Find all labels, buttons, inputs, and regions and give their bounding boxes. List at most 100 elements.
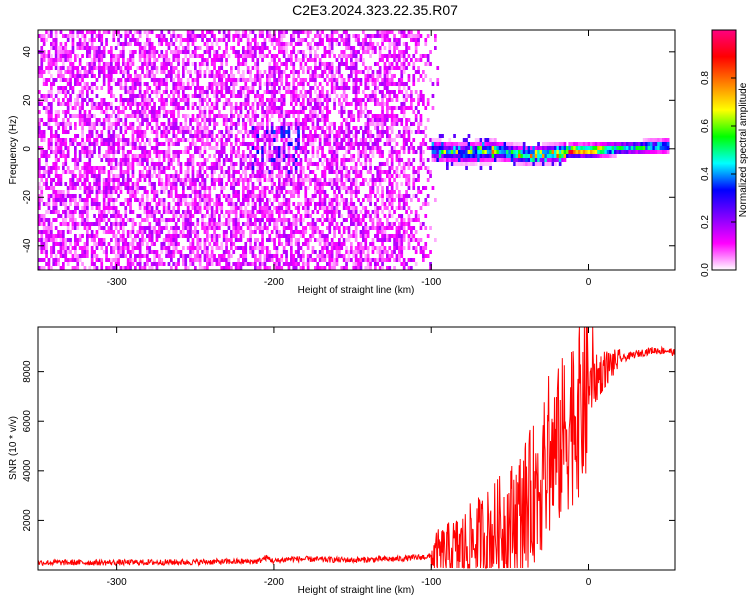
heatmap-cell — [222, 122, 226, 126]
heatmap-cell — [117, 230, 120, 234]
heatmap-cell — [285, 234, 288, 238]
heatmap-cell — [350, 130, 353, 134]
heatmap-cell — [342, 38, 346, 42]
heatmap-cell — [239, 162, 243, 166]
heatmap-cell — [100, 190, 104, 194]
heatmap-cell — [126, 266, 130, 270]
heatmap-cell — [124, 130, 128, 134]
heatmap-cell — [74, 218, 77, 222]
heatmap-cell — [165, 174, 168, 178]
heatmap-cell — [234, 78, 238, 82]
heatmap-cell — [258, 146, 262, 150]
heatmap-cell — [254, 66, 257, 70]
heatmap-cell — [292, 178, 296, 182]
heatmap-cell — [182, 262, 185, 266]
heatmap-cell — [194, 38, 197, 42]
heatmap-cell — [131, 186, 135, 190]
heatmap-cell — [86, 62, 89, 66]
heatmap-cell — [198, 138, 202, 142]
heatmap-cell — [158, 98, 161, 102]
heatmap-cell — [338, 210, 341, 214]
heatmap-cell — [134, 70, 137, 74]
heatmap-cell — [174, 74, 178, 78]
heatmap-cell — [155, 162, 159, 166]
heatmap-cell — [174, 150, 178, 154]
heatmap-cell — [170, 182, 173, 186]
heatmap-cell — [261, 94, 264, 98]
heatmap-cell — [316, 230, 320, 234]
heatmap-cell — [66, 106, 70, 110]
heatmap-cell — [347, 210, 351, 214]
heatmap-cell — [165, 222, 168, 226]
heatmap-cell — [218, 82, 221, 86]
heatmap-cell — [290, 258, 293, 262]
heatmap-cell — [143, 54, 147, 58]
heatmap-cell — [162, 246, 166, 250]
heatmap-cell — [141, 194, 144, 198]
heatmap-cell — [350, 62, 353, 66]
heatmap-cell — [110, 94, 113, 98]
heatmap-cell — [81, 210, 84, 214]
heatmap-cell — [282, 186, 286, 190]
heatmap-cell — [225, 142, 228, 146]
heatmap-cell — [222, 146, 226, 150]
heatmap-cell — [338, 134, 341, 138]
heatmap-cell — [138, 242, 142, 246]
heatmap-cell — [285, 130, 288, 134]
heatmap-cell — [292, 146, 296, 150]
heatmap-cell — [90, 58, 94, 62]
heatmap-cell — [119, 202, 123, 206]
heatmap-cell — [150, 30, 154, 34]
heatmap-cell — [148, 238, 152, 242]
heatmap-cell — [134, 154, 137, 158]
heatmap-cell — [258, 250, 262, 254]
heatmap-cell — [251, 186, 255, 190]
heatmap-cell — [335, 82, 339, 86]
heatmap-cell — [93, 242, 96, 246]
heatmap-cell — [290, 98, 293, 102]
heatmap-cell — [52, 206, 56, 210]
heatmap-cell — [141, 154, 144, 158]
heatmap-cell — [83, 118, 87, 122]
heatmap-cell — [220, 134, 224, 138]
heatmap-cell — [251, 146, 255, 150]
heatmap-cell — [338, 242, 341, 246]
heatmap-cell — [45, 82, 48, 86]
heatmap-cell — [340, 54, 344, 58]
heatmap-cell — [333, 234, 336, 238]
heatmap-cell — [57, 150, 60, 154]
heatmap-cell — [218, 218, 221, 222]
heatmap-cell — [285, 166, 288, 170]
heatmap-cell — [69, 58, 72, 62]
heatmap-cell — [100, 214, 104, 218]
heatmap-cell — [278, 98, 281, 102]
heatmap-cell — [354, 66, 358, 70]
heatmap-cell — [234, 94, 238, 98]
heatmap-cell — [196, 82, 200, 86]
heatmap-cell — [338, 166, 341, 170]
heatmap-cell — [150, 182, 154, 186]
heatmap-cell — [287, 242, 291, 246]
heatmap-cell — [278, 206, 281, 210]
heatmap-cell — [93, 46, 96, 50]
heatmap-cell — [47, 146, 51, 150]
heatmap-cell — [160, 178, 164, 182]
heatmap-cell — [299, 30, 303, 34]
heatmap-cell — [148, 30, 152, 34]
heatmap-cell — [256, 158, 260, 162]
heatmap-cell — [311, 170, 315, 174]
heatmap-cell — [74, 206, 77, 210]
heatmap-cell — [330, 266, 334, 270]
heatmap-cell — [47, 54, 51, 58]
heatmap-cell — [105, 230, 108, 234]
heatmap-cell — [232, 202, 236, 206]
heatmap-cell — [40, 242, 44, 246]
heatmap-cell — [311, 70, 315, 74]
heatmap-cell — [155, 234, 159, 238]
heatmap-cell — [304, 186, 308, 190]
heatmap-cell — [117, 210, 120, 214]
heatmap-cell — [124, 70, 128, 74]
heatmap-cell — [172, 166, 176, 170]
heatmap-cell — [110, 230, 113, 234]
heatmap-cell — [330, 70, 334, 74]
